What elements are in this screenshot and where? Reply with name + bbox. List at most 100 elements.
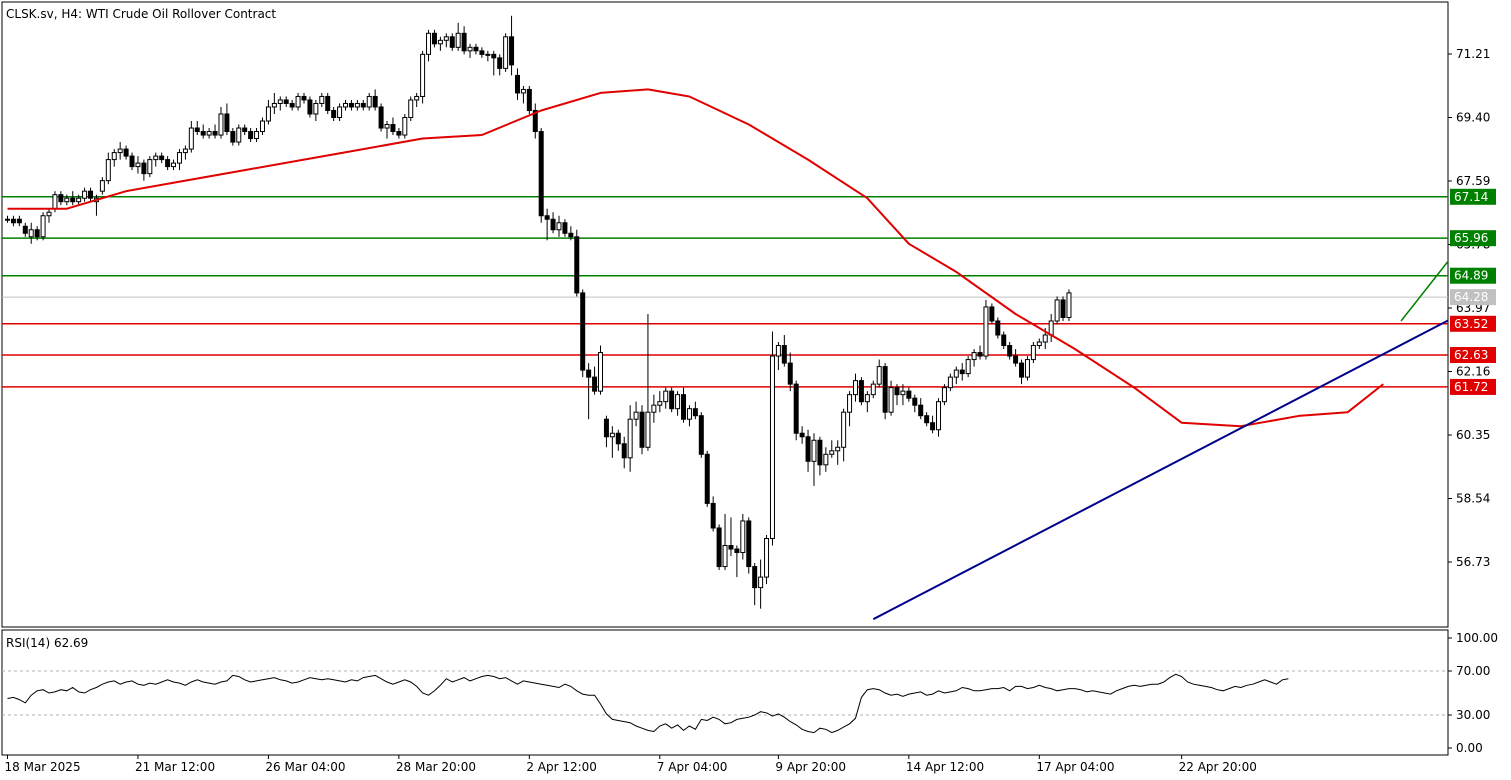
time-axis-label: 26 Mar 04:00 [265, 760, 345, 774]
candle-body [764, 537, 770, 578]
candle-body [941, 387, 947, 403]
candle-body [117, 148, 123, 154]
candle-body [159, 155, 165, 161]
current-price-label-tag [1450, 289, 1496, 306]
candle-body [277, 99, 283, 104]
candle-body [728, 545, 734, 550]
candle-body [615, 432, 621, 445]
resistance-level-label-tag [1450, 267, 1496, 284]
candle-body [485, 53, 491, 56]
candle-body [230, 131, 236, 143]
candle-body [1060, 299, 1066, 318]
price-axis-label: 62.16 [1456, 365, 1490, 379]
candle-body [740, 520, 746, 554]
price-series-group [2, 15, 1448, 621]
candle-body [242, 127, 248, 133]
candle-body [627, 418, 633, 459]
candle-body [259, 120, 265, 133]
price-axis-label: 67.59 [1456, 174, 1490, 188]
candle-body [99, 180, 105, 192]
candle-body [645, 411, 651, 448]
time-axis-label: 17 Apr 04:00 [1036, 760, 1114, 774]
candle-body [663, 390, 669, 403]
candle-body [906, 390, 912, 399]
candle-body [971, 352, 977, 361]
candle-body [692, 408, 698, 417]
support-level-label-value: 63.52 [1454, 317, 1488, 331]
rsi-axis-label: 0.00 [1456, 741, 1483, 755]
price-axis-label: 56.73 [1456, 555, 1490, 569]
candle-body [609, 432, 615, 438]
candle-body [1013, 355, 1019, 364]
candle-body [858, 380, 864, 403]
candle-body [556, 222, 562, 231]
candle-body [360, 102, 366, 108]
candle-body [437, 39, 443, 45]
candle-body [76, 197, 82, 203]
candle-body [5, 218, 10, 221]
candle-body [876, 366, 882, 385]
candle-body [218, 113, 224, 136]
candle-body [787, 362, 793, 385]
candle-body [188, 127, 194, 150]
candle-body [805, 436, 811, 462]
candle-body [562, 222, 568, 234]
resistance-level-label-tag [1450, 188, 1496, 205]
candle-body [1019, 362, 1025, 378]
candle-body [313, 102, 319, 115]
rsi-line [7, 673, 1289, 734]
candle-body [621, 443, 627, 459]
rsi-axis-label: 30.00 [1456, 708, 1490, 722]
candle-body [639, 411, 645, 448]
candle-body [325, 95, 331, 111]
candle-body [793, 383, 799, 434]
moving-average-line [7, 88, 1384, 428]
candle-body [479, 50, 485, 55]
candle-body [426, 32, 432, 55]
candle-body [514, 74, 520, 94]
candle-body [995, 320, 1001, 336]
support-level-label-tag [1450, 347, 1496, 364]
candle-body [947, 376, 953, 389]
candle-body [111, 152, 117, 161]
symbol-label: CLSK.sv [6, 7, 54, 21]
candle-body [1024, 359, 1030, 378]
title-separator: , [54, 7, 62, 21]
candle-body [265, 106, 271, 122]
candle-body [847, 394, 853, 413]
candle-body [977, 352, 983, 357]
candle-body [337, 106, 343, 118]
candle-body [105, 159, 111, 182]
candle-body [722, 545, 728, 568]
candle-body [669, 390, 675, 410]
candle-body [983, 306, 989, 357]
resistance-level-label-tag [1450, 230, 1496, 247]
candle-body [206, 131, 212, 136]
candle-body [467, 46, 473, 52]
candle-body [799, 432, 805, 438]
resistance-level-label-value: 67.14 [1454, 190, 1488, 204]
resistance-level-label-value: 64.89 [1454, 269, 1488, 283]
candle-body [182, 148, 188, 154]
candle-body [598, 352, 603, 392]
candle-body [40, 215, 46, 238]
candle-body [176, 152, 182, 164]
candle-body [716, 527, 722, 568]
price-axis-label: 71.21 [1456, 47, 1490, 61]
candle-body [781, 345, 787, 364]
candle-body [752, 566, 758, 589]
candle-body [319, 95, 325, 104]
candle-body [509, 36, 515, 66]
candle-body [378, 106, 384, 129]
candle-body [123, 148, 129, 157]
candle-body [271, 102, 277, 108]
candle-body [461, 32, 467, 52]
candle-body [520, 88, 526, 94]
candle-body [574, 236, 580, 294]
current-price-label-value: 64.28 [1454, 290, 1488, 304]
candle-body [811, 439, 817, 462]
candle-body [894, 387, 900, 396]
candle-body [538, 131, 544, 217]
